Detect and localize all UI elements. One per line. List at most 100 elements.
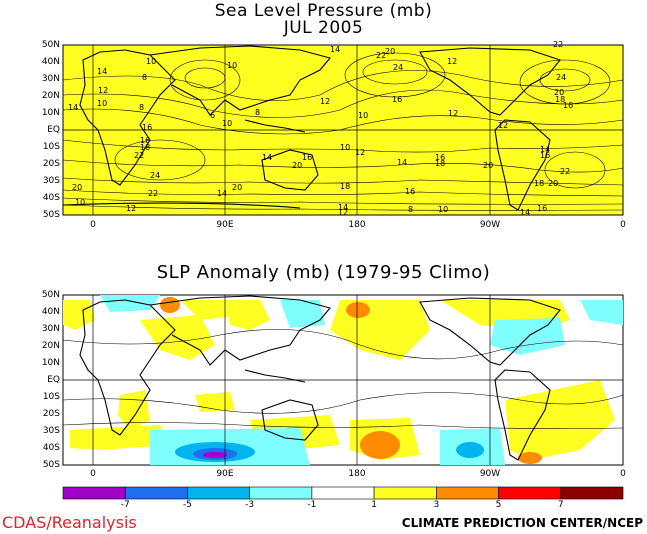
- lon-label: 180: [348, 469, 366, 479]
- contour-label: 20: [232, 183, 242, 192]
- contour-label: 12: [338, 208, 348, 217]
- contour-label: 14: [97, 67, 107, 76]
- colorbar-swatch: [498, 486, 562, 500]
- top-panel-date: JUL 2005: [283, 18, 364, 38]
- lat-label: 40S: [42, 443, 60, 453]
- contour-label: 24: [150, 171, 160, 180]
- colorbar-tick-label: -5: [182, 500, 192, 510]
- lon-label: 0: [620, 469, 626, 479]
- contour-label: 12: [498, 121, 508, 130]
- contour-label: 16: [537, 204, 547, 213]
- contour-label: 8: [255, 108, 260, 117]
- contour-label: 20: [292, 161, 302, 170]
- lon-label: 0: [90, 469, 96, 479]
- lat-label: 50N: [41, 290, 60, 300]
- contour-label: 20: [548, 179, 558, 188]
- lat-label: 30S: [42, 176, 60, 186]
- lon-label: 180: [348, 220, 366, 230]
- colorbar-tick-label: 1: [371, 500, 377, 510]
- contour-label: 14: [330, 45, 340, 54]
- colorbar-swatch: [249, 486, 313, 500]
- anomaly-map-contours: [62, 329, 624, 429]
- colorbar-tick-label: -1: [307, 500, 317, 510]
- contour-label: 20: [72, 183, 82, 192]
- contour-label: 14: [540, 145, 550, 154]
- contour-label: 16: [302, 153, 312, 162]
- slp-map-grid: [63, 45, 623, 215]
- contour-label: 10: [340, 143, 350, 152]
- producer-credit: CLIMATE PREDICTION CENTER/NCEP: [401, 516, 643, 530]
- lat-label: 50N: [41, 40, 60, 50]
- lat-label: 20N: [41, 91, 60, 101]
- lat-label: 30N: [41, 324, 60, 334]
- contour-label: 10: [97, 99, 107, 108]
- contour-label: 8: [408, 205, 413, 214]
- colorbar-swatch: [124, 486, 188, 500]
- contour-label: 10: [438, 205, 448, 214]
- contour-label: 16: [540, 151, 550, 160]
- lat-label: 40N: [41, 57, 60, 67]
- colorbar-tick-label: 7: [557, 500, 564, 510]
- contour-label: 18: [340, 182, 350, 191]
- colorbar-tick-label: 5: [495, 500, 502, 510]
- contour-label: 14: [397, 158, 407, 167]
- contour-label: 14: [217, 189, 227, 198]
- contour-label: 12: [98, 86, 108, 95]
- colorbar-tick-label: -3: [245, 500, 255, 510]
- lat-label: 10S: [42, 142, 60, 152]
- lon-label: 90W: [479, 469, 501, 479]
- slp-map-coastlines: [62, 45, 561, 211]
- contour-label: 22: [553, 40, 563, 49]
- lat-label: 20S: [42, 409, 60, 419]
- colorbar-swatch: [311, 486, 375, 500]
- colorbar-swatch: [436, 486, 499, 500]
- contour-label: 22: [148, 189, 158, 198]
- contour-label: 22: [376, 51, 386, 60]
- lon-label: 0: [620, 220, 626, 230]
- lat-label: EQ: [47, 125, 60, 135]
- lat-label: 30S: [42, 426, 60, 436]
- contour-label: 12: [447, 57, 457, 66]
- anomaly-map-grid: [63, 295, 623, 465]
- contour-label: 16: [405, 187, 415, 196]
- contour-label: 10: [227, 61, 237, 70]
- contour-label: 12: [126, 204, 136, 213]
- lat-label: 10N: [41, 358, 60, 368]
- lat-label: EQ: [47, 375, 60, 385]
- colorbar-swatch: [560, 486, 624, 500]
- lat-label: 50S: [42, 460, 60, 470]
- colorbar-tick-label: 3: [433, 500, 440, 510]
- contour-label: 20: [554, 88, 564, 97]
- contour-label: 24: [393, 63, 403, 72]
- contour-label: 18: [555, 95, 565, 104]
- contour-label: 14: [262, 153, 272, 162]
- anomaly-map-coastlines: [79, 295, 561, 461]
- contour-label: 24: [556, 73, 566, 82]
- colorbar: [62, 486, 624, 500]
- contour-label: 12: [320, 97, 330, 106]
- bottom-panel-title: SLP Anomaly (mb) (1979-95 Climo): [156, 262, 491, 283]
- contour-label: 18: [140, 143, 150, 152]
- lat-label: 20N: [41, 341, 60, 351]
- contour-label: 14: [338, 203, 348, 212]
- contour-label: 16: [140, 136, 150, 145]
- contour-label: 8: [139, 103, 144, 112]
- contour-label: 16: [563, 101, 573, 110]
- lat-label: 30N: [41, 74, 60, 84]
- contour-label: 10: [146, 57, 156, 66]
- contour-label: 16: [142, 123, 152, 132]
- slp-map-contours: [62, 52, 624, 211]
- colorbar-swatch: [373, 486, 437, 500]
- lat-label: 10S: [42, 392, 60, 402]
- contour-label: 14: [68, 103, 78, 112]
- contour-label: 20: [483, 161, 493, 170]
- contour-label: 14: [520, 208, 530, 217]
- contour-label: 10: [222, 119, 232, 128]
- lat-label: 10N: [41, 108, 60, 118]
- contour-label: 10: [75, 198, 85, 207]
- colorbar-swatch: [62, 486, 126, 500]
- colorbar-swatch: [187, 486, 250, 500]
- contour-label: 20: [385, 47, 395, 56]
- contour-label: 6: [210, 111, 215, 120]
